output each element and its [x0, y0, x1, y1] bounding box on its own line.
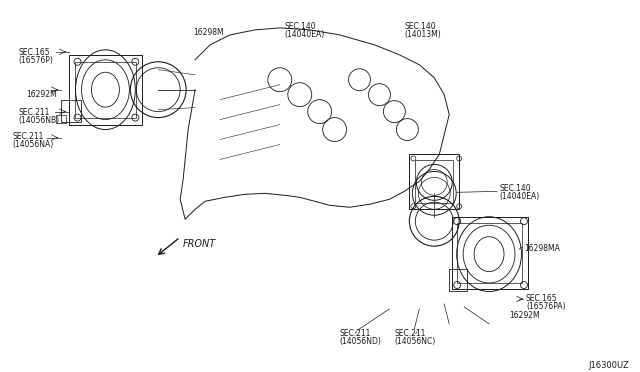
Text: SEC.140: SEC.140 [499, 185, 531, 193]
Text: 16298MA: 16298MA [524, 244, 560, 253]
Bar [415, 160, 453, 203]
Text: SEC.211: SEC.211 [13, 132, 44, 141]
Text: 16298M: 16298M [193, 28, 224, 37]
Text: SEC.140: SEC.140 [404, 22, 436, 31]
Text: 16292M: 16292M [26, 90, 56, 99]
Text: 16292M: 16292M [509, 311, 540, 320]
Text: (14040EA): (14040EA) [499, 192, 540, 201]
Text: FRONT: FRONT [183, 239, 216, 249]
Text: (14056NA): (14056NA) [13, 140, 54, 148]
Bar [457, 223, 522, 283]
Text: (16576P): (16576P) [19, 56, 54, 65]
Text: J16300UZ: J16300UZ [589, 361, 630, 370]
Text: (14056NC): (14056NC) [394, 337, 436, 346]
Text: (14013M): (14013M) [404, 30, 441, 39]
Bar [410, 154, 459, 209]
Text: SEC.211: SEC.211 [340, 329, 371, 338]
Text: SEC.165: SEC.165 [526, 294, 557, 303]
Bar [449, 269, 467, 291]
Text: (14040EA): (14040EA) [285, 30, 325, 39]
Text: SEC.211: SEC.211 [19, 108, 50, 117]
Bar [56, 115, 65, 122]
Text: SEC.140: SEC.140 [285, 22, 316, 31]
Bar [74, 62, 136, 118]
Bar [452, 217, 528, 289]
Text: SEC.165: SEC.165 [19, 48, 51, 57]
Text: (14056ND): (14056ND) [340, 337, 381, 346]
Text: SEC.211: SEC.211 [394, 329, 426, 338]
Bar [61, 100, 81, 122]
Bar [68, 55, 142, 125]
Text: (16576PA): (16576PA) [526, 302, 566, 311]
Text: (14056NB): (14056NB) [19, 116, 60, 125]
